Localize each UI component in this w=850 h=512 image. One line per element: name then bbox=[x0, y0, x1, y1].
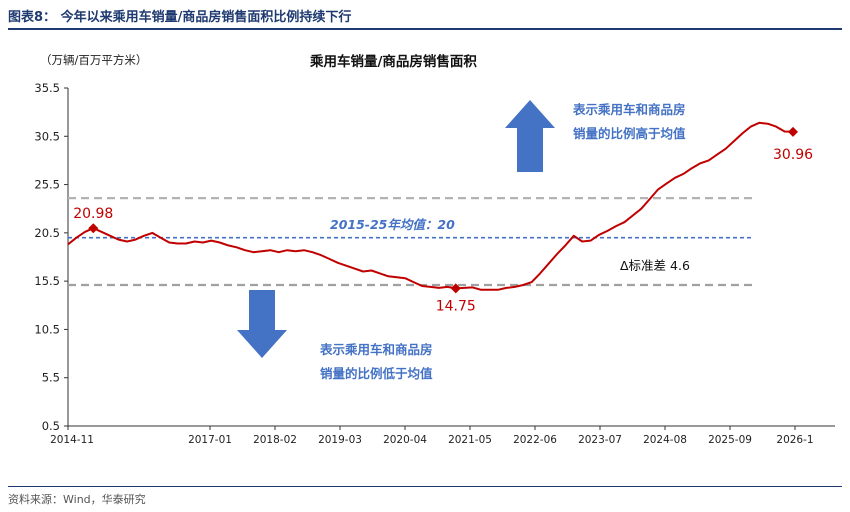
y-tick-label: 30.5 bbox=[34, 129, 60, 143]
x-tick-label: 2026-1 bbox=[776, 434, 813, 446]
source-note: 资料来源：Wind，华泰研究 bbox=[8, 493, 146, 506]
data-marker bbox=[788, 126, 798, 137]
unit-label: （万辆/百万平方米） bbox=[40, 53, 148, 67]
data-label: 20.98 bbox=[73, 206, 113, 222]
annotations: 表示乘用车和商品房 销量的比例高于均值 表示乘用车和商品房 销量的比例低于均值 … bbox=[319, 102, 690, 381]
x-tick-label: 2025-09 bbox=[708, 434, 752, 446]
x-tick-label: 2024-08 bbox=[643, 434, 687, 446]
up-arrow-icon bbox=[505, 100, 555, 172]
x-tick-label: 2020-04 bbox=[383, 434, 427, 446]
x-tick-label: 2023-07 bbox=[578, 434, 622, 446]
x-tick-label: 2014-11 bbox=[50, 434, 94, 446]
annotation-below-line1: 表示乘用车和商品房 bbox=[319, 342, 433, 357]
line-chart: 35.530.525.520.515.510.55.50.5 2014-11 20… bbox=[34, 81, 835, 446]
x-tick-labels: 2014-11 2017-01 2018-02 2019-03 2020-04 2021-… bbox=[50, 426, 814, 446]
title-rule bbox=[8, 28, 842, 30]
figure-title: 图表8： 今年以来乘用车销量/商品房销售面积比例持续下行 bbox=[8, 10, 352, 25]
y-tick-label: 35.5 bbox=[34, 81, 60, 95]
chart-title: 乘用车销量/商品房销售面积 bbox=[310, 54, 477, 70]
direction-arrows bbox=[237, 100, 555, 358]
data-label: 30.96 bbox=[773, 147, 813, 163]
y-tick-label: 25.5 bbox=[34, 178, 60, 192]
y-tick-label: 0.5 bbox=[42, 419, 60, 433]
data-marker bbox=[450, 283, 461, 294]
y-tick-labels: 35.5 30.5 25.5 20.5 15.5 10.5 5.5 0.5 bbox=[34, 81, 68, 433]
x-tick-label: 2019-03 bbox=[318, 434, 362, 446]
std-label: Δ标准差 4.6 bbox=[620, 258, 690, 273]
series-group: 20.98 14.75 30.96 bbox=[67, 121, 813, 314]
x-tick-label: 2018-02 bbox=[253, 434, 297, 446]
footer-rule bbox=[8, 486, 842, 487]
annotation-above-line2: 销量的比例高于均值 bbox=[573, 126, 686, 141]
data-marker bbox=[88, 223, 99, 234]
chart-axes bbox=[67, 88, 835, 427]
annotation-below-line2: 销量的比例低于均值 bbox=[320, 366, 433, 381]
reference-lines bbox=[68, 196, 752, 287]
series-line bbox=[67, 121, 794, 291]
y-tick-label: 15.5 bbox=[34, 274, 60, 288]
y-tick-label: 10.5 bbox=[34, 322, 60, 336]
y-tick-label: 5.5 bbox=[42, 371, 60, 385]
mean-line-label: 2015-25年均值：20 bbox=[330, 217, 455, 232]
x-tick-label: 2022-06 bbox=[513, 434, 557, 446]
down-arrow-icon bbox=[237, 290, 287, 358]
annotation-above-line1: 表示乘用车和商品房 bbox=[572, 102, 686, 117]
y-tick-label: 20.5 bbox=[34, 226, 60, 240]
x-tick-label: 2017-01 bbox=[188, 434, 232, 446]
data-label: 14.75 bbox=[436, 298, 476, 314]
x-tick-label: 2021-05 bbox=[448, 434, 492, 446]
